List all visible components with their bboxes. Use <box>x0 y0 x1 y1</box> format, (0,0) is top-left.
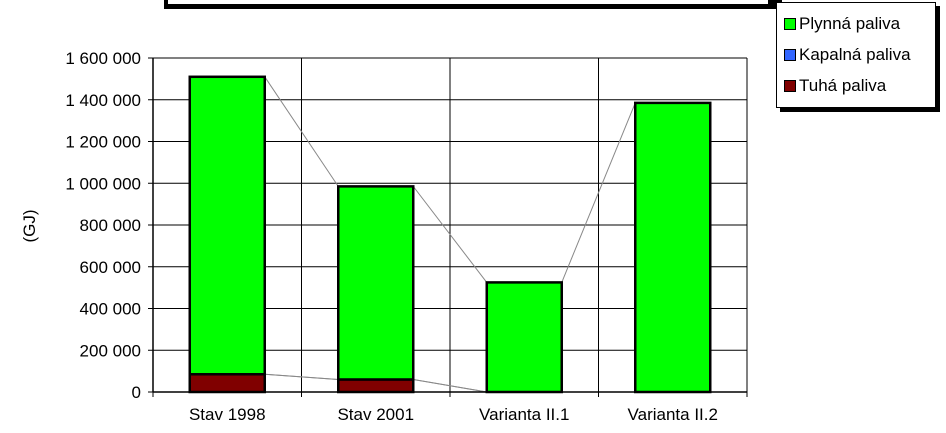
legend-swatch-tuha <box>784 80 796 92</box>
bar-segment <box>485 281 563 394</box>
y-tick-label: 800 000 <box>80 216 141 235</box>
y-tick-label: 200 000 <box>80 341 141 360</box>
legend-item-tuha: Tuhá paliva <box>784 76 886 96</box>
y-axis-label: (GJ) <box>20 209 39 242</box>
axes <box>152 58 748 397</box>
y-tick-label: 400 000 <box>80 300 141 319</box>
legend-label-tuha: Tuhá paliva <box>799 76 887 95</box>
title-band-inner <box>168 0 768 4</box>
x-tick-label: Varianta II.1 <box>479 405 569 424</box>
legend-swatch-plynna <box>784 18 796 30</box>
series-line <box>413 378 487 393</box>
legend-label-kapalna: Kapalná paliva <box>799 45 911 64</box>
x-tick-label: Stav 1998 <box>189 405 266 424</box>
bar-segment <box>188 373 266 394</box>
series-line <box>561 102 636 283</box>
x-tick-label: Stav 2001 <box>337 405 414 424</box>
legend-label-plynna: Plynná paliva <box>799 14 901 33</box>
series-line <box>264 76 339 187</box>
title-band <box>164 0 782 9</box>
bar-segment <box>337 185 415 381</box>
y-tick-label: 1 200 000 <box>65 133 141 152</box>
bars <box>188 75 712 394</box>
legend-box: Plynná paliva Kapalná paliva Tuhá paliva <box>776 2 936 108</box>
legend-item-plynna: Plynná paliva <box>784 14 900 34</box>
bar-segment <box>337 378 415 394</box>
x-tick-label: Varianta II.2 <box>628 405 718 424</box>
bar-segment <box>634 101 712 394</box>
y-tick-label: 1 600 000 <box>65 49 141 68</box>
series-line <box>412 186 488 283</box>
x-axis-labels: Stav 1998 Stav 2001 Varianta II.1 Varianta … <box>189 405 718 424</box>
series-lines <box>264 76 636 393</box>
series-line <box>264 373 339 380</box>
legend-swatch-kapalna <box>784 49 796 61</box>
y-tick-label: 0 <box>132 383 141 402</box>
legend-item-kapalna: Kapalná paliva <box>784 45 911 65</box>
y-tick-label: 1 400 000 <box>65 91 141 110</box>
bar-segment <box>188 75 266 376</box>
legend: Plynná paliva Kapalná paliva Tuhá paliva <box>776 2 940 112</box>
y-tick-label: 1 000 000 <box>65 174 141 193</box>
y-axis-ticks: 0 200 000 400 000 600 000 800 000 1 000 000 1 … <box>65 49 153 402</box>
y-tick-label: 600 000 <box>80 258 141 277</box>
